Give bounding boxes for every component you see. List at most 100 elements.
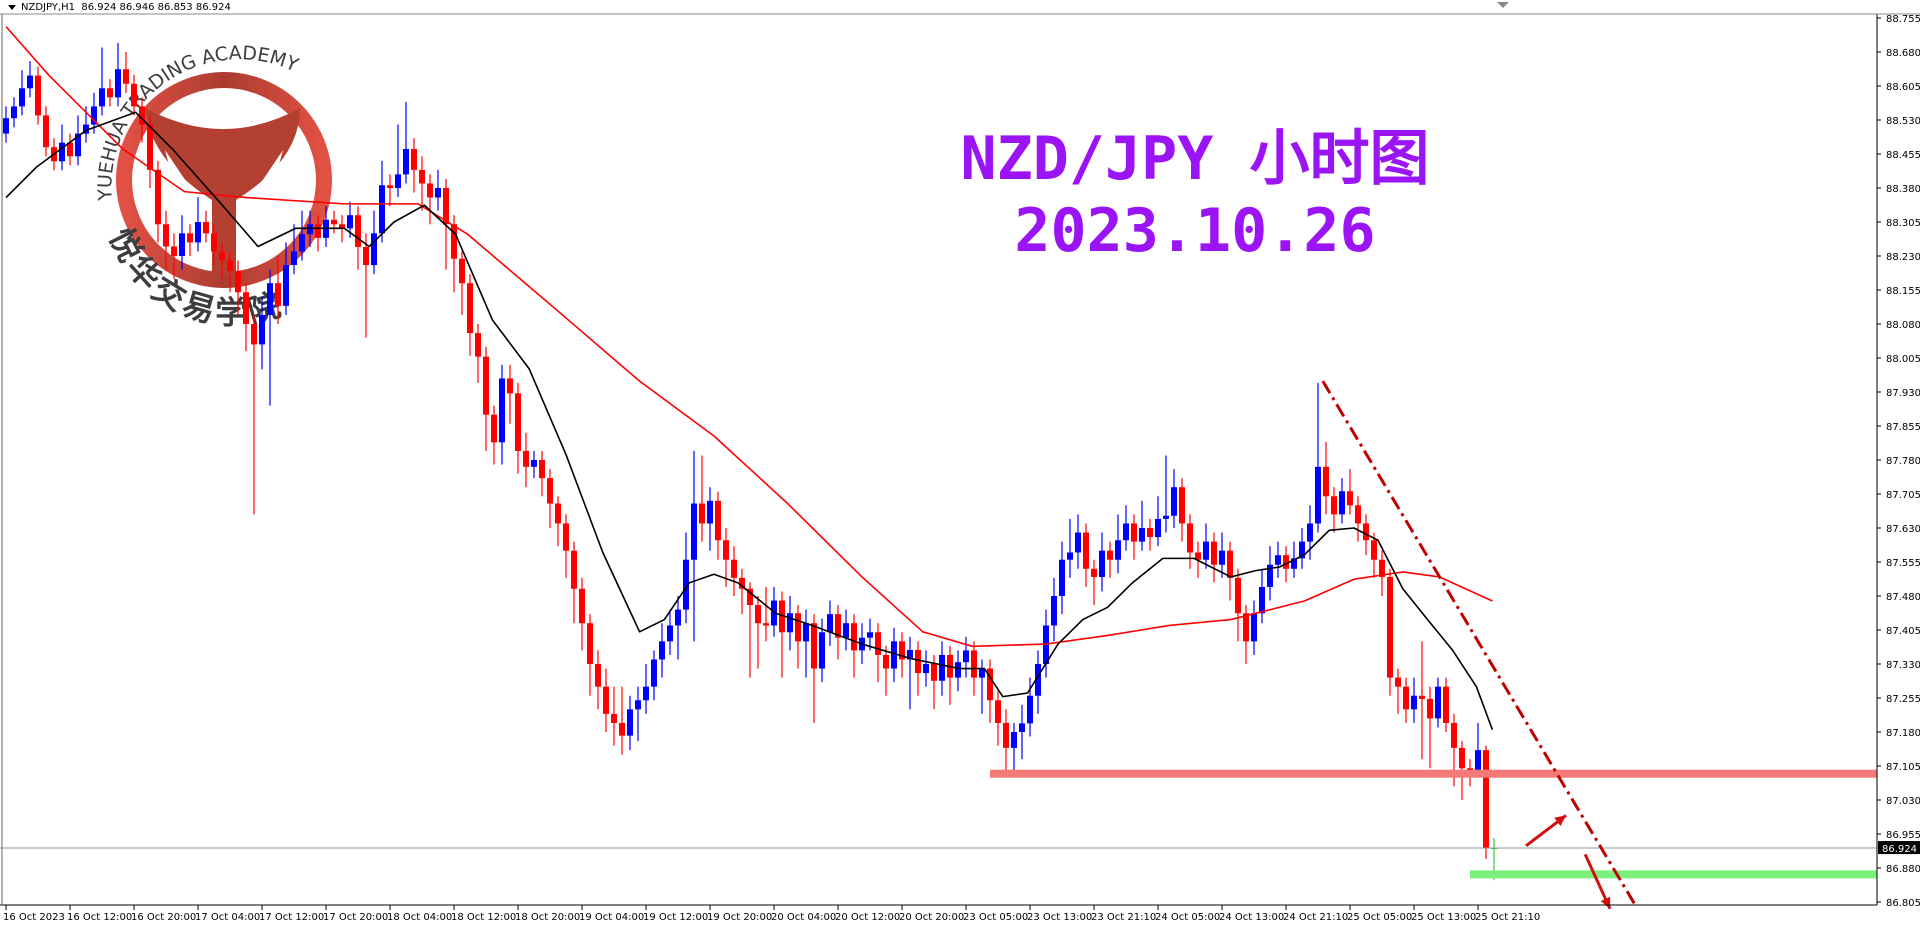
candle-body: [355, 215, 361, 247]
candle-body: [11, 106, 17, 119]
support-level-band[interactable]: [990, 769, 1877, 778]
candle: [1147, 518, 1153, 551]
candle-body: [1459, 747, 1465, 769]
ohlc-label: 86.924 86.946 86.853 86.924: [81, 2, 231, 13]
candle: [1227, 541, 1233, 601]
candle: [379, 160, 385, 243]
arrow-annotation[interactable]: [1583, 853, 1612, 910]
logo-emblem: [145, 108, 300, 275]
y-tick-label: 87.705: [1886, 490, 1920, 501]
candle-body: [1203, 541, 1209, 560]
x-tick-label: 20 Oct 20:00: [899, 912, 964, 923]
candle-body: [515, 393, 521, 451]
candle: [387, 174, 393, 207]
logo-ring: [116, 72, 332, 288]
candle-body: [171, 246, 177, 256]
candle-body: [131, 83, 137, 107]
candle-body: [227, 260, 233, 271]
candle-body: [1211, 541, 1217, 565]
candle: [299, 210, 305, 261]
arrow-annotation[interactable]: [1525, 814, 1567, 847]
candle: [115, 42, 121, 107]
candle-body: [1163, 515, 1169, 519]
target-level-band[interactable]: [1470, 870, 1877, 879]
candle: [1243, 605, 1249, 664]
candle-body: [1395, 677, 1401, 687]
candle: [923, 650, 929, 687]
candle-body: [643, 686, 649, 701]
candle: [995, 691, 1001, 746]
candle: [571, 541, 577, 624]
candle-body: [547, 478, 553, 504]
resistance-trendline[interactable]: [1321, 380, 1638, 908]
candle: [1435, 677, 1441, 728]
candle: [835, 605, 841, 660]
candle-body: [387, 185, 393, 188]
candle-body: [907, 649, 913, 660]
candle-body: [763, 623, 769, 626]
candle: [563, 514, 569, 578]
x-tick-label: 23 Oct 21:10: [1091, 912, 1156, 923]
candle: [1179, 478, 1185, 542]
y-tick-label: 88.305: [1886, 218, 1920, 229]
candle: [1251, 600, 1257, 655]
candle-body: [1339, 491, 1345, 515]
menu-triangle-icon[interactable]: [8, 4, 16, 10]
candle-body: [1195, 552, 1201, 560]
chart-header: NZDJPY,H1 86.924 86.946 86.853 86.924: [8, 2, 231, 13]
candle: [499, 364, 505, 465]
candle: [1379, 550, 1385, 596]
candle: [579, 577, 585, 651]
candle: [707, 487, 713, 551]
candle-body: [35, 75, 41, 116]
candle-body: [1035, 664, 1041, 696]
candle-body: [27, 75, 33, 89]
candle-body: [459, 258, 465, 284]
candle: [851, 614, 857, 678]
candle: [1267, 546, 1273, 601]
candle: [803, 609, 809, 678]
candle-body: [1323, 466, 1329, 497]
candle-body: [803, 623, 809, 642]
candle: [331, 210, 337, 234]
candle-body: [1355, 505, 1361, 524]
candle: [811, 614, 817, 723]
candle-body: [1299, 541, 1305, 559]
candle: [899, 632, 905, 678]
candle-body: [891, 641, 897, 669]
candle-body: [971, 650, 977, 678]
candle: [1259, 568, 1265, 624]
candle-body: [123, 69, 129, 84]
x-tick-label: 25 Oct 13:00: [1411, 912, 1476, 923]
candle-body: [395, 174, 401, 188]
candle: [619, 686, 625, 755]
candle: [539, 450, 545, 497]
candle: [27, 61, 33, 98]
candle: [667, 609, 673, 655]
candle: [891, 627, 897, 683]
candle-body: [259, 314, 265, 345]
x-tick-label: 17 Oct 12:00: [259, 912, 324, 923]
candle-body: [251, 324, 257, 345]
candle-body: [539, 460, 545, 479]
candle: [491, 405, 497, 465]
candle-body: [1099, 550, 1105, 577]
candle: [1411, 677, 1417, 723]
y-tick-label: 88.155: [1886, 286, 1920, 297]
y-tick-label: 88.380: [1886, 184, 1920, 195]
candle: [1115, 514, 1121, 574]
candle: [699, 455, 705, 542]
candle-body: [1259, 586, 1265, 614]
candle: [1419, 641, 1425, 760]
candle: [459, 251, 465, 315]
chart-shift-marker[interactable]: [1497, 2, 1509, 8]
candle: [1035, 650, 1041, 714]
candle-body: [1427, 698, 1433, 719]
candle: [419, 156, 425, 211]
y-tick-label: 87.255: [1886, 694, 1920, 705]
candle-body: [531, 460, 537, 467]
candle: [739, 568, 745, 615]
candle-body: [1243, 613, 1249, 642]
candle-body: [931, 664, 937, 681]
